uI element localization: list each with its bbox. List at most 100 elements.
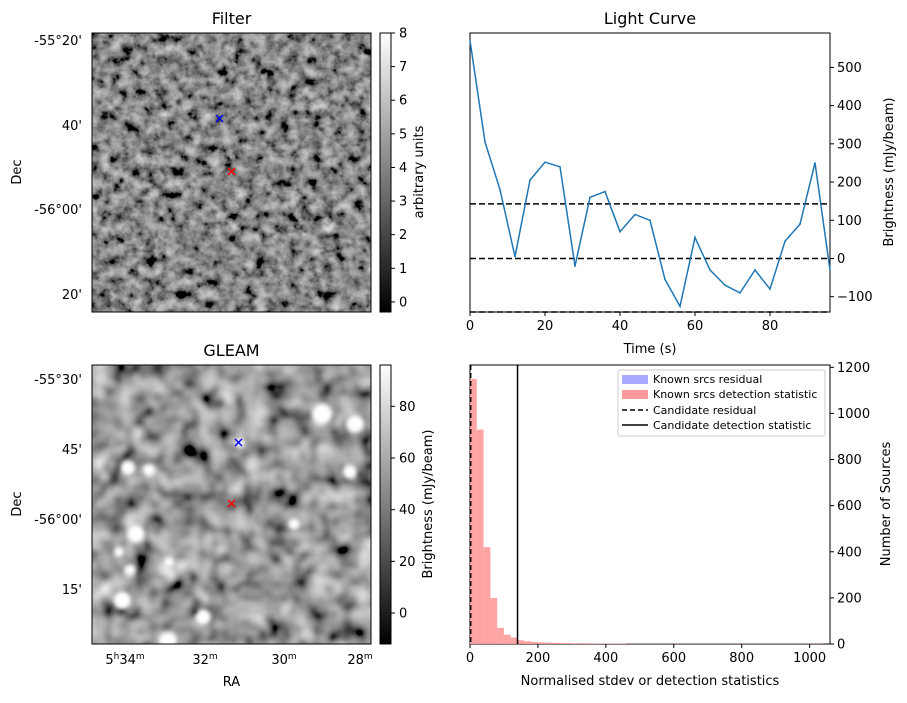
lightcurve-xticklabel-2: 40 [612,319,629,334]
histogram-yticklabel-4: 800 [837,453,862,468]
histogram-bar-s1-13 [558,643,565,644]
histogram-bar-s1-12 [552,643,559,644]
filter-title: Filter [212,9,252,28]
lightcurve-yticklabel-2: 100 [837,214,862,229]
lightcurve-point-2 [499,189,501,191]
lightcurve-point-1 [484,141,486,143]
lightcurve-xticklabel-3: 60 [687,319,704,334]
legend-entry-1: Known srcs residual [653,373,762,386]
histogram-xticklabel-0: 0 [466,651,474,666]
lightcurve-point-8 [589,197,591,199]
filter-cb-ticklabel-0: 8 [399,27,407,42]
lightcurve-title: Light Curve [604,9,696,28]
histogram-yticklabel-1: 200 [837,591,862,606]
filter-cb-ticklabel-5: 3 [399,195,407,210]
gleam-xtick-3: 30m [271,652,296,668]
lightcurve-ylabel: Brightness (mJy/beam) [882,98,897,247]
lightcurve-yticklabel-6: 500 [837,61,862,76]
gleam-colorbar [380,365,391,644]
histogram-bar-s1-7 [518,640,525,644]
filter-colorbar-label: arbitrary units [412,125,427,218]
lightcurve-point-6 [559,166,561,168]
histogram-bar-s1-6 [511,638,518,644]
lightcurve-point-16 [709,269,711,271]
histogram-xticklabel-1: 200 [526,651,551,666]
filter-ytick-3: -56°00' [34,203,82,218]
gleam-ytick-1: -55°30' [34,373,82,388]
filter-cb-ticklabel-8: 0 [399,295,407,310]
gleam-xtick-1: 5h34m [105,652,144,668]
lightcurve-yticklabel-1: 0 [837,252,845,267]
gleam-xtick-4: 28m [347,652,372,668]
lightcurve-point-24 [829,269,831,271]
gleam-cb-ticklabel-4: 0 [399,607,407,622]
lightcurve-point-23 [814,162,816,164]
filter-ytick-4: 20' [62,288,82,303]
lightcurve-point-3 [514,256,516,258]
gleam-cb-ticklabel-3: 20 [399,555,416,570]
lightcurve-point-19 [754,269,756,271]
histogram-yticklabel-0: 0 [837,638,845,653]
lightcurve-point-7 [574,265,576,267]
histogram-bar-s1-1 [477,430,484,644]
filter-cb-ticklabel-2: 6 [399,94,407,109]
histogram-ylabel: Number of Sources [879,442,894,567]
legend-entry-2: Known srcs detection statistic [653,388,817,401]
histogram-xlabel: Normalised stdev or detection statistics [521,674,780,689]
gleam-ytick-3: -56°00' [34,513,82,528]
filter-ylabel: Dec [10,159,25,184]
filter-ytick-1: -55°20' [34,34,82,49]
lightcurve-series-line [470,41,830,307]
histogram-bar-s1-2 [484,547,491,644]
lightcurve-point-17 [724,284,726,286]
gleam-cb-ticklabel-2: 40 [399,503,416,518]
lightcurve-point-10 [619,231,621,233]
lightcurve-point-15 [694,237,696,239]
filter-cb-ticklabel-6: 2 [399,228,407,243]
histogram-yticklabel-3: 600 [837,499,862,514]
histogram-xticklabel-4: 800 [729,651,754,666]
lightcurve-xticklabel-1: 20 [537,319,554,334]
lightcurve-point-13 [664,279,666,281]
histogram-bar-s1-10 [538,642,545,644]
gleam-cb-ticklabel-1: 60 [399,452,416,467]
histogram-xticklabel-2: 400 [593,651,618,666]
legend-swatch-detection [622,390,648,399]
lightcurve-point-21 [784,240,786,242]
histogram-yticklabel-6: 1200 [837,361,870,376]
histogram-xticklabel-5: 1000 [793,651,826,666]
lightcurve-point-18 [739,292,741,294]
lightcurve-point-9 [604,191,606,193]
gleam-panel: GLEAM [10,341,436,690]
gleam-title: GLEAM [203,341,259,360]
filter-cb-ticklabel-4: 4 [399,161,407,176]
lightcurve-yticklabel-0: −100 [837,290,873,305]
filter-cb-ticklabel-3: 5 [399,127,407,142]
histogram-bar-s1-14 [565,643,572,644]
lightcurve-point-4 [529,179,531,181]
lightcurve-yticklabel-3: 200 [837,176,862,191]
filter-cb-ticklabel-1: 7 [399,60,407,75]
histogram-xticklabel-3: 600 [661,651,686,666]
filter-colorbar [380,33,391,312]
lightcurve-point-11 [634,214,636,216]
legend-swatch-residual [622,375,648,384]
gleam-xlabel: RA [223,675,241,690]
lightcurve-point-14 [679,305,681,307]
lightcurve-xticklabel-4: 80 [762,319,779,334]
lightcurve-point-12 [649,219,651,221]
gleam-xtick-2: 32m [192,652,217,668]
histogram-bar-s1-9 [531,642,538,644]
lightcurve-point-20 [769,288,771,290]
gleam-ytick-4: 15' [62,583,82,598]
filter-panel: Filter Dec -55°20' 40' -56°00' 20' 87654… [10,9,427,312]
histogram-yticklabel-5: 1000 [837,407,870,422]
histogram-bar-s1-5 [504,635,511,644]
lightcurve-point-22 [799,223,801,225]
